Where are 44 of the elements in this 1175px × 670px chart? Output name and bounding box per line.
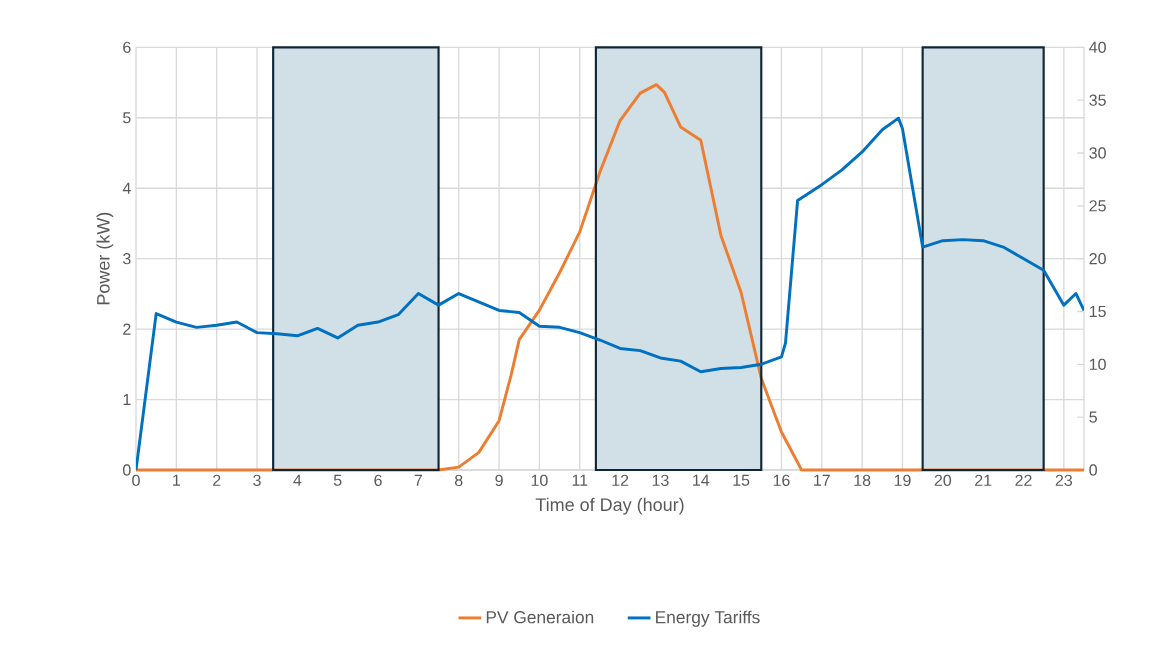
x-tick-label: 17: [814, 474, 830, 486]
x-tick-label: 1: [173, 474, 181, 486]
x-tick-label: 0: [132, 474, 140, 487]
x-tick-label: 21: [975, 474, 992, 486]
y-tick-label: 5: [123, 112, 131, 124]
legend-label: PV Generaion: [486, 610, 594, 624]
legend-label: Energy Tariffs: [656, 610, 760, 627]
x-tick-label: 13: [652, 474, 669, 487]
x-tick-label: 23: [1055, 474, 1073, 487]
y-tick-label: 0: [123, 464, 131, 476]
y2-tick-label: 15: [1089, 305, 1106, 318]
x-tick-label: 6: [374, 474, 382, 487]
x-tick-label: 7: [414, 474, 423, 486]
y-tick-label: 6: [123, 41, 131, 53]
y2-tick-label: 35: [1089, 94, 1106, 106]
y2-tick-label: 10: [1089, 358, 1106, 370]
x-tick-label: 19: [894, 474, 911, 487]
x-tick-label: 12: [612, 474, 629, 486]
y2-tick-label: 30: [1089, 147, 1106, 159]
y2-tick-label: 25: [1089, 200, 1106, 212]
y2-tick-label: 5: [1089, 411, 1097, 423]
y-tick-label: 1: [123, 394, 131, 406]
x-tick-label: 18: [854, 474, 871, 487]
x-tick-label: 9: [495, 474, 503, 487]
x-tick-label: 3: [253, 474, 261, 487]
x-tick-label: 15: [733, 474, 750, 486]
x-tick-label: 8: [454, 474, 463, 487]
x-axis-title: Time of Day (hour): [535, 497, 684, 515]
y-tick-label: 4: [122, 182, 131, 194]
y2-tick-label: 0: [1089, 464, 1097, 476]
x-tick-label: 14: [693, 474, 710, 486]
y-tick-label: 2: [123, 323, 131, 335]
x-tick-label: 10: [531, 474, 548, 487]
x-tick-label: 4: [293, 474, 302, 486]
y2-tick-label: 20: [1089, 253, 1106, 265]
x-tick-label: 20: [934, 474, 952, 487]
x-tick-label: 5: [333, 474, 342, 486]
x-tick-label: 22: [1015, 474, 1032, 486]
x-tick-label: 11: [572, 474, 588, 486]
x-tick-label: 16: [773, 474, 790, 487]
y2-tick-label: 40: [1089, 41, 1106, 53]
y-axis-title: Power (kW): [96, 212, 114, 305]
x-tick-label: 2: [213, 474, 221, 486]
y-tick-label: 3: [123, 253, 131, 265]
